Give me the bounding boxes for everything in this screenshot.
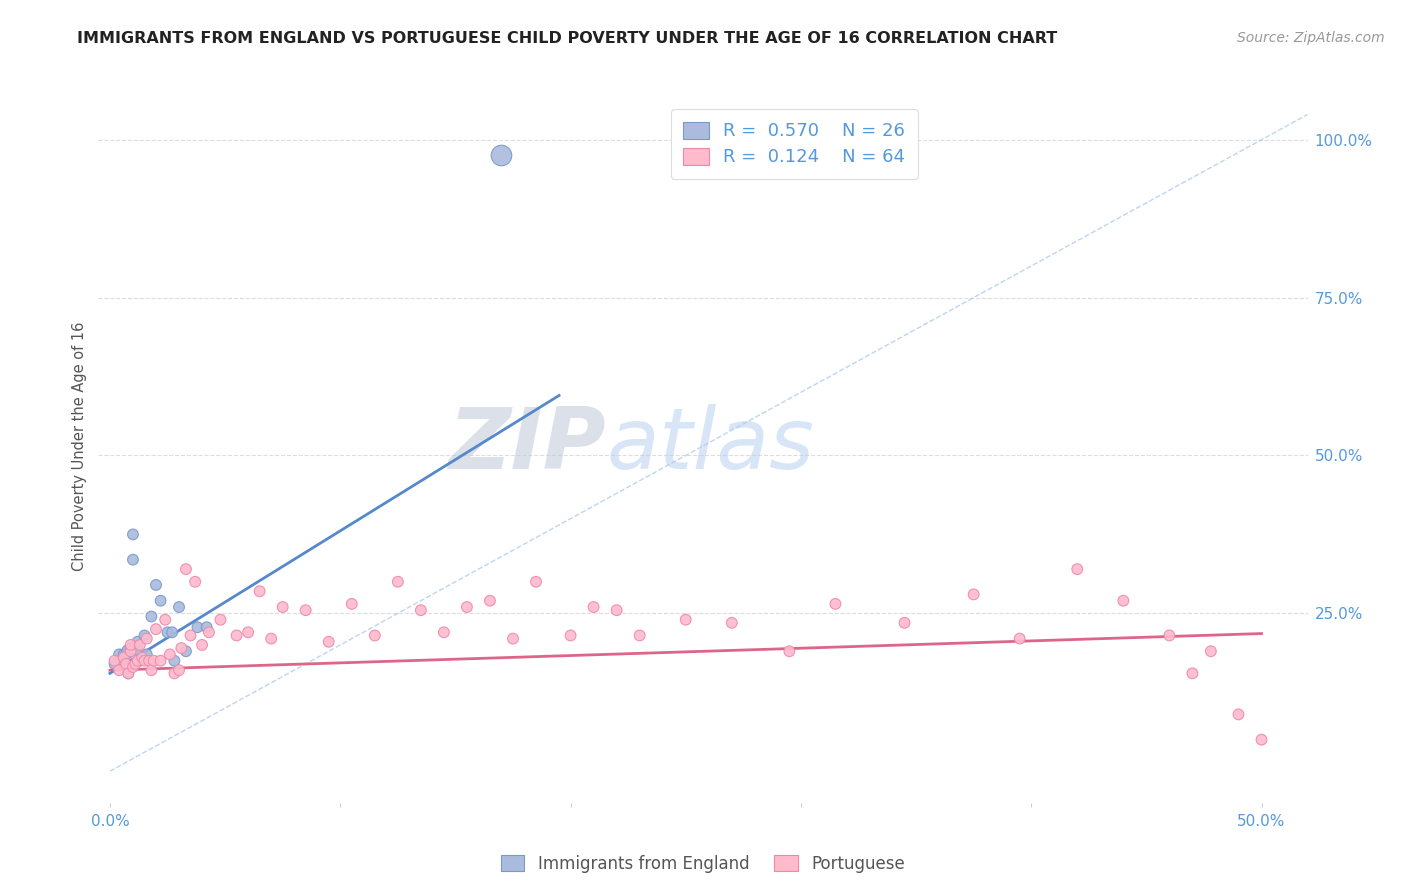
- Point: [149, 654, 172, 668]
- Point: [127, 654, 149, 668]
- Point: [117, 666, 139, 681]
- Legend: R =  0.570    N = 26, R =  0.124    N = 64: R = 0.570 N = 26, R = 0.124 N = 64: [671, 109, 918, 179]
- Point: [138, 654, 160, 668]
- Point: [124, 641, 146, 656]
- Point: [893, 615, 915, 630]
- Point: [184, 574, 207, 589]
- Point: [155, 613, 177, 627]
- Text: ZIP: ZIP: [449, 404, 606, 488]
- Y-axis label: Child Poverty Under the Age of 16: Child Poverty Under the Age of 16: [72, 321, 87, 571]
- Point: [675, 613, 697, 627]
- Point: [387, 574, 409, 589]
- Point: [120, 638, 142, 652]
- Point: [117, 644, 139, 658]
- Point: [134, 654, 156, 668]
- Point: [112, 650, 135, 665]
- Point: [824, 597, 846, 611]
- Point: [122, 527, 145, 541]
- Point: [1199, 644, 1222, 658]
- Point: [127, 634, 149, 648]
- Point: [115, 648, 138, 662]
- Point: [145, 622, 167, 636]
- Point: [271, 600, 294, 615]
- Point: [1066, 562, 1088, 576]
- Point: [156, 625, 179, 640]
- Text: atlas: atlas: [606, 404, 814, 488]
- Point: [131, 650, 153, 665]
- Point: [159, 648, 181, 662]
- Point: [1181, 666, 1204, 681]
- Point: [141, 609, 163, 624]
- Point: [260, 632, 283, 646]
- Point: [1112, 593, 1135, 607]
- Point: [236, 625, 259, 640]
- Point: [174, 562, 197, 576]
- Point: [108, 663, 131, 677]
- Point: [209, 613, 232, 627]
- Point: [778, 644, 800, 658]
- Point: [433, 625, 456, 640]
- Point: [110, 654, 132, 668]
- Point: [120, 641, 142, 656]
- Point: [149, 593, 172, 607]
- Point: [120, 644, 142, 658]
- Point: [167, 600, 190, 615]
- Point: [122, 552, 145, 566]
- Point: [108, 648, 131, 662]
- Point: [195, 620, 218, 634]
- Point: [491, 148, 513, 162]
- Point: [1250, 732, 1272, 747]
- Point: [524, 574, 547, 589]
- Point: [364, 628, 387, 642]
- Point: [103, 657, 125, 671]
- Point: [191, 638, 214, 652]
- Point: [141, 663, 163, 677]
- Text: IMMIGRANTS FROM ENGLAND VS PORTUGUESE CHILD POVERTY UNDER THE AGE OF 16 CORRELAT: IMMIGRANTS FROM ENGLAND VS PORTUGUESE CH…: [77, 31, 1057, 46]
- Point: [560, 628, 582, 642]
- Point: [117, 666, 139, 681]
- Text: Source: ZipAtlas.com: Source: ZipAtlas.com: [1237, 31, 1385, 45]
- Point: [160, 625, 183, 640]
- Point: [186, 620, 208, 634]
- Point: [962, 587, 984, 601]
- Point: [1227, 707, 1250, 722]
- Point: [720, 615, 742, 630]
- Point: [606, 603, 628, 617]
- Point: [128, 638, 150, 652]
- Point: [135, 648, 157, 662]
- Point: [225, 628, 247, 642]
- Point: [1159, 628, 1181, 642]
- Legend: Immigrants from England, Portuguese: Immigrants from England, Portuguese: [495, 848, 911, 880]
- Point: [112, 648, 135, 662]
- Point: [180, 628, 202, 642]
- Point: [340, 597, 363, 611]
- Point: [249, 584, 271, 599]
- Point: [128, 654, 150, 668]
- Point: [502, 632, 524, 646]
- Point: [456, 600, 478, 615]
- Point: [167, 663, 190, 677]
- Point: [174, 644, 197, 658]
- Point: [628, 628, 651, 642]
- Point: [163, 666, 186, 681]
- Point: [198, 625, 221, 640]
- Point: [145, 578, 167, 592]
- Point: [163, 654, 186, 668]
- Point: [135, 632, 157, 646]
- Point: [582, 600, 605, 615]
- Point: [124, 657, 146, 671]
- Point: [115, 657, 138, 671]
- Point: [103, 654, 125, 668]
- Point: [142, 654, 165, 668]
- Point: [1008, 632, 1031, 646]
- Point: [409, 603, 432, 617]
- Point: [134, 628, 156, 642]
- Point: [294, 603, 316, 617]
- Point: [170, 641, 193, 656]
- Point: [122, 660, 145, 674]
- Point: [318, 634, 340, 648]
- Point: [478, 593, 501, 607]
